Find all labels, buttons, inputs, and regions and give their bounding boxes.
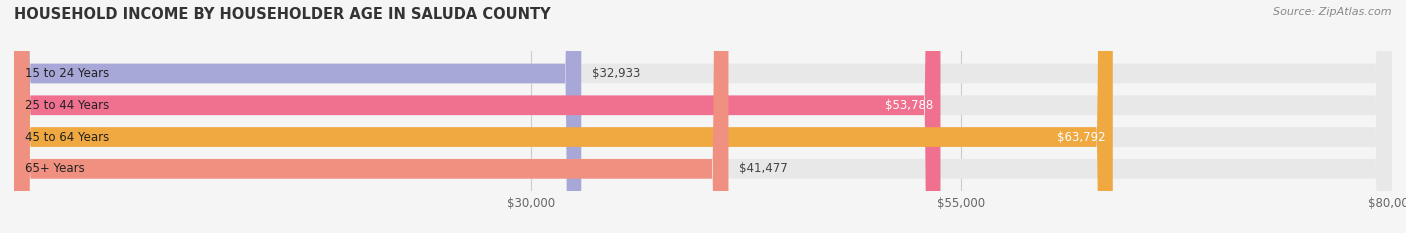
Text: 15 to 24 Years: 15 to 24 Years <box>25 67 110 80</box>
FancyBboxPatch shape <box>14 0 1112 233</box>
Text: $41,477: $41,477 <box>740 162 789 175</box>
FancyBboxPatch shape <box>14 0 1392 233</box>
Text: 65+ Years: 65+ Years <box>25 162 84 175</box>
FancyBboxPatch shape <box>14 0 581 233</box>
FancyBboxPatch shape <box>14 0 941 233</box>
Text: 25 to 44 Years: 25 to 44 Years <box>25 99 110 112</box>
Text: $63,792: $63,792 <box>1057 130 1107 144</box>
FancyBboxPatch shape <box>14 0 1392 233</box>
FancyBboxPatch shape <box>14 0 728 233</box>
FancyBboxPatch shape <box>14 0 1392 233</box>
Text: $53,788: $53,788 <box>886 99 934 112</box>
Text: $32,933: $32,933 <box>592 67 641 80</box>
FancyBboxPatch shape <box>14 0 1392 233</box>
Text: HOUSEHOLD INCOME BY HOUSEHOLDER AGE IN SALUDA COUNTY: HOUSEHOLD INCOME BY HOUSEHOLDER AGE IN S… <box>14 7 551 22</box>
Text: 45 to 64 Years: 45 to 64 Years <box>25 130 110 144</box>
Text: Source: ZipAtlas.com: Source: ZipAtlas.com <box>1274 7 1392 17</box>
